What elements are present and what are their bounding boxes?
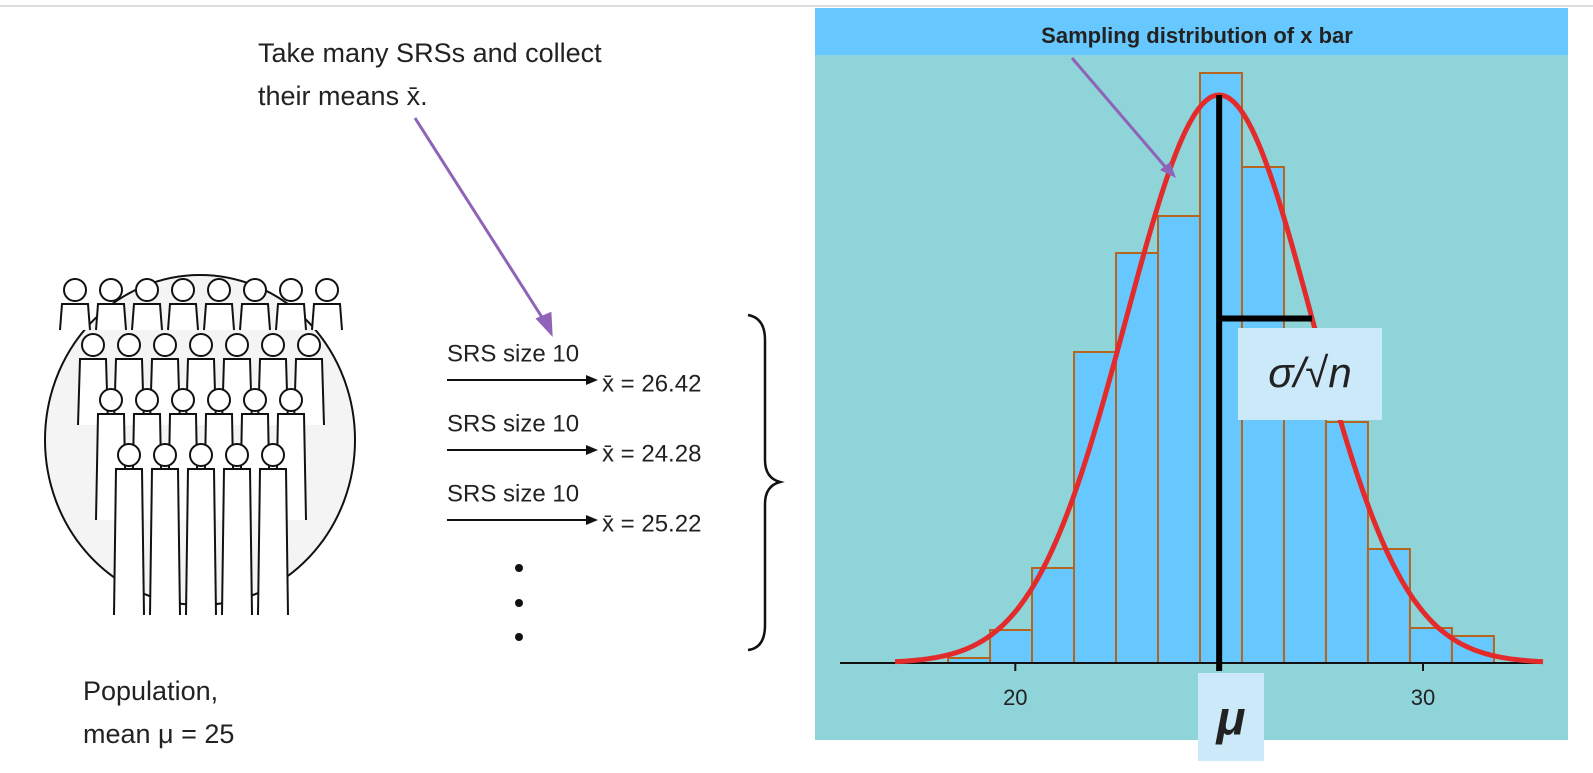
x-tick-label: 20 <box>1003 685 1027 710</box>
crowd-illustration <box>44 274 356 616</box>
ellipsis-dots <box>515 564 523 641</box>
person-head <box>171 278 195 302</box>
person-body <box>239 303 271 331</box>
person-head <box>243 278 267 302</box>
arrow-head <box>586 375 598 385</box>
person-head <box>63 278 87 302</box>
bar <box>1115 252 1159 664</box>
population-line: Population, <box>83 676 218 706</box>
person-body <box>185 468 217 616</box>
arrow-head <box>586 445 598 455</box>
sample-mean: x̄ = 24.28 <box>602 440 701 467</box>
mu-label: μ <box>1215 693 1246 746</box>
sample-label: SRS size 10 <box>447 410 579 437</box>
person-head <box>261 443 285 467</box>
bar <box>1073 351 1118 664</box>
person-body <box>257 468 289 616</box>
person-head <box>117 333 141 357</box>
sample-label: SRS size 10 <box>447 480 579 507</box>
person-head <box>207 278 231 302</box>
sigma-label: σ/√n <box>1268 349 1351 396</box>
pointer-arrow <box>1070 57 1170 171</box>
person-head <box>279 278 303 302</box>
brace <box>747 313 785 652</box>
person-head <box>279 388 303 412</box>
bar <box>1156 215 1201 664</box>
sigma-box <box>1238 328 1382 420</box>
person-head <box>81 333 105 357</box>
person-head <box>207 388 231 412</box>
person-head <box>225 443 249 467</box>
person-body <box>221 468 253 616</box>
person-head <box>261 333 285 357</box>
caption-line: their means x̄. <box>258 81 428 111</box>
population-line: mean μ = 25 <box>83 719 234 749</box>
person-head <box>153 443 177 467</box>
person-head <box>135 278 159 302</box>
caption-line: Take many SRSs and collect <box>258 38 602 68</box>
person-head <box>99 278 123 302</box>
sample-label: SRS size 10 <box>447 340 579 367</box>
person-head <box>315 278 339 302</box>
person-head <box>171 388 195 412</box>
person-body <box>113 468 145 616</box>
sample-mean: x̄ = 26.42 <box>602 370 701 397</box>
person-head <box>243 388 267 412</box>
person-head <box>135 388 159 412</box>
x-tick-label: 30 <box>1411 685 1435 710</box>
person-body <box>311 303 343 331</box>
person-body <box>95 303 127 331</box>
person-body <box>149 468 181 616</box>
person-head <box>99 388 123 412</box>
bar <box>1366 548 1411 664</box>
person-body <box>203 303 235 331</box>
bar <box>989 629 1034 664</box>
chart-title: Sampling distribution of x bar <box>1041 23 1353 48</box>
person-head <box>189 443 213 467</box>
arrow-head <box>1160 162 1176 178</box>
mu-box <box>1198 673 1264 761</box>
person-body <box>167 303 199 331</box>
person-head <box>297 333 321 357</box>
person-head <box>225 333 249 357</box>
person-body <box>131 303 163 331</box>
person-head <box>153 333 177 357</box>
person-head <box>189 333 213 357</box>
person-head <box>117 443 141 467</box>
arrow-head <box>586 515 598 525</box>
pointer-arrow <box>413 117 553 338</box>
person-body <box>275 303 307 331</box>
title-band <box>815 8 1568 55</box>
person-body <box>59 303 91 331</box>
bar <box>1324 421 1369 664</box>
sample-mean: x̄ = 25.22 <box>602 510 701 537</box>
